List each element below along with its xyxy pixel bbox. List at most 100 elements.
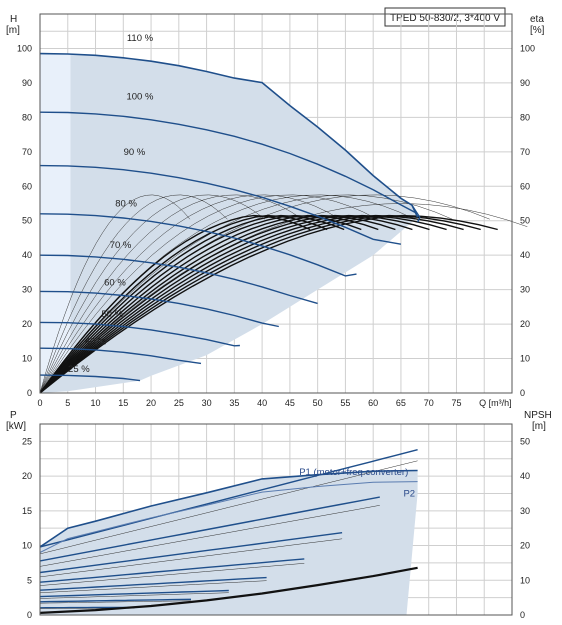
npsh-axis-unit: [m] <box>532 421 546 432</box>
x-axis-label: Q [m³/h] <box>479 398 512 408</box>
x-tick-label: 40 <box>257 398 267 408</box>
head-curve-end <box>411 204 421 223</box>
plot-frame <box>39 13 513 394</box>
p2-curve <box>39 481 418 553</box>
power-thin-curve <box>39 600 192 604</box>
x-tick-label: 75 <box>451 398 461 408</box>
y-tick-label: 90 <box>22 78 32 88</box>
eta-tick-label: 20 <box>520 319 530 329</box>
npsh-tick-label: 40 <box>520 471 530 481</box>
power-curve <box>39 558 305 583</box>
eta-axis-label: eta <box>530 14 544 25</box>
power-thin-curve <box>39 505 380 567</box>
efficiency-curve <box>39 194 191 394</box>
eta-tick-label: 10 <box>520 354 530 364</box>
x-tick-label: 70 <box>424 398 434 408</box>
power-thin-curve <box>39 563 305 586</box>
x-tick-label: 5 <box>65 398 70 408</box>
efficiency-curve <box>39 194 228 394</box>
power-thin-curve <box>39 580 267 593</box>
y-tick-label: 20 <box>22 319 32 329</box>
eta-tick-label: 90 <box>520 78 530 88</box>
head-curve <box>39 290 279 328</box>
head-curve <box>39 111 418 215</box>
p-tick-label: 0 <box>27 610 32 620</box>
npsh-tick-label: 30 <box>520 506 530 516</box>
power-curve <box>39 598 192 603</box>
efficiency-curve <box>39 203 528 394</box>
curve-label: 70 % <box>110 240 132 251</box>
npsh-tick-label: 10 <box>520 575 530 585</box>
p1-label: P1 (motor+freq.converter) <box>299 467 408 478</box>
p1-curve <box>39 469 418 548</box>
y-tick-label: 100 <box>17 43 32 53</box>
npsh-tick-label: 20 <box>520 541 530 551</box>
y-tick-label: 70 <box>22 147 32 157</box>
efficiency-curve <box>39 194 453 394</box>
eta-tick-label: 60 <box>520 181 530 191</box>
x-tick-label: 55 <box>340 398 350 408</box>
plot-frame <box>39 423 513 616</box>
head-curve <box>39 52 419 218</box>
p-tick-label: 25 <box>22 436 32 446</box>
power-thin-curve <box>39 538 343 578</box>
x-tick-label: 60 <box>368 398 378 408</box>
power-curve <box>39 576 267 591</box>
eta-tick-label: 50 <box>520 216 530 226</box>
efficiency-curve <box>39 194 266 394</box>
head-curve <box>39 374 141 382</box>
head-curve <box>39 321 240 347</box>
head-curve <box>39 213 357 277</box>
power-curve <box>39 532 343 574</box>
eta-tick-label: 0 <box>520 388 525 398</box>
power-curve <box>39 589 229 598</box>
x-tick-label: 45 <box>285 398 295 408</box>
head-plot: 110 % 100 % 90 % 80 % 70 % 60 % 50 % 40 % 25 % 0 1… <box>6 13 545 408</box>
curve-label: 110 % <box>127 33 154 44</box>
y-tick-label: 10 <box>22 354 32 364</box>
y-tick-label: 80 <box>22 112 32 122</box>
eta-tick-label: 80 <box>520 112 530 122</box>
eta-tick-label: 100 <box>520 43 535 53</box>
y-tick-label: 30 <box>22 285 32 295</box>
chart-title: TPED 50-830/2, 3*400 V <box>390 13 500 24</box>
head-curve <box>39 164 402 245</box>
power-area <box>40 470 418 615</box>
npsh-axis-label: NPSH <box>524 410 552 421</box>
x-tick-label: 0 <box>37 398 42 408</box>
head-curve <box>39 347 202 365</box>
curve-label: 80 % <box>115 199 137 210</box>
eta-tick-label: 70 <box>520 147 530 157</box>
p-tick-label: 15 <box>22 506 32 516</box>
x-tick-label: 10 <box>91 398 101 408</box>
y-tick-label: 60 <box>22 181 32 191</box>
p-axis-label: P <box>10 410 17 421</box>
power-curve <box>39 449 418 548</box>
eta-tick-label: 30 <box>520 285 530 295</box>
npsh-tick-label: 0 <box>520 610 525 620</box>
npsh-curve <box>39 566 418 614</box>
x-tick-label: 15 <box>118 398 128 408</box>
p-axis-unit: [kW] <box>6 421 26 432</box>
curve-label: 25 % <box>68 364 90 375</box>
power-thin-curve <box>39 592 229 599</box>
x-tick-label: 30 <box>202 398 212 408</box>
eta-tick-label: 40 <box>520 250 530 260</box>
p-tick-label: 5 <box>27 575 32 585</box>
curve-label: 60 % <box>104 278 126 289</box>
low-flow-area <box>40 53 71 393</box>
npsh-tick-label: 50 <box>520 436 530 446</box>
p-tick-label: 20 <box>22 471 32 481</box>
y-tick-label: 50 <box>22 216 32 226</box>
x-tick-label: 65 <box>396 398 406 408</box>
power-thin-curve <box>39 460 418 555</box>
curve-label: 40 % <box>85 336 107 347</box>
eta-axis-unit: [%] <box>530 25 545 36</box>
y-axis-unit: [m] <box>6 25 20 36</box>
efficiency-curve <box>39 194 341 394</box>
x-tick-label: 50 <box>313 398 323 408</box>
curve-label: 50 % <box>101 309 123 320</box>
head-curve <box>39 254 318 305</box>
power-plot: P1 (motor+freq.converter)P20510152025010… <box>6 410 552 620</box>
